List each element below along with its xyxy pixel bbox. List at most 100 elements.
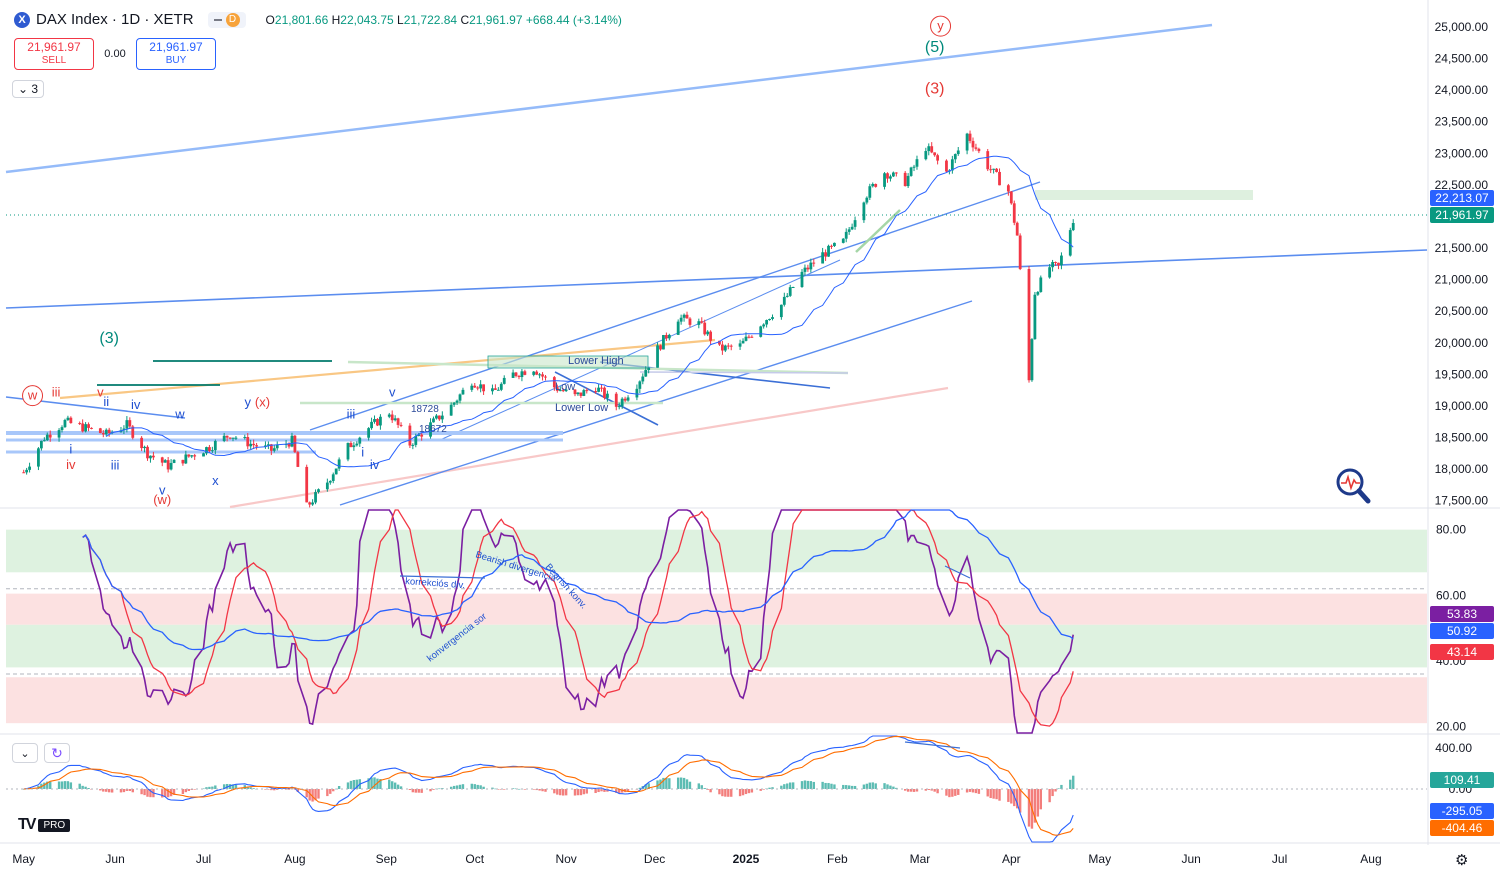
candle-body — [373, 419, 376, 422]
sell-button[interactable]: 21,961.97 SELL — [14, 38, 94, 70]
macd-histogram-bar — [727, 789, 730, 797]
macd-histogram-bar — [868, 782, 872, 789]
x-tick-label: Mar — [910, 852, 931, 866]
gear-icon[interactable]: ⚙ — [1455, 852, 1469, 869]
macd-histogram-bar — [535, 789, 538, 791]
macd-histogram-bar — [46, 781, 49, 789]
channel-top — [309, 181, 1041, 431]
macd-histogram-bar — [1027, 789, 1031, 827]
candle-body — [60, 427, 64, 431]
macd-histogram-bar — [267, 789, 270, 790]
candle-body — [190, 455, 194, 457]
macd-histogram-bar — [503, 789, 506, 790]
candle-body — [830, 245, 833, 247]
wave-label-circle — [930, 15, 952, 37]
candle-body — [535, 371, 539, 375]
candle-body — [493, 388, 497, 390]
tradingview-logo: TV PRO — [18, 816, 71, 834]
candle-body — [517, 376, 521, 378]
divergence-line — [399, 575, 486, 579]
x-tick-label: Jun — [1181, 852, 1200, 866]
macd-histogram-bar — [668, 778, 671, 789]
candle-body — [992, 168, 996, 170]
candle-body — [886, 173, 889, 179]
macd-histogram-bar — [193, 789, 196, 790]
macd-histogram-bar — [211, 786, 214, 789]
wave-label: v — [159, 482, 166, 497]
green-segment — [855, 209, 901, 253]
candle-body — [974, 147, 978, 149]
candle-body — [626, 397, 630, 401]
y-tick-label: 20,500.00 — [1435, 304, 1489, 318]
macd-histogram-bar — [231, 784, 235, 789]
dividend-chip[interactable]: D — [207, 11, 246, 28]
pro-badge: PRO — [38, 818, 71, 832]
macd-histogram-bar — [181, 789, 185, 795]
candle-body — [166, 460, 170, 470]
candle-body — [564, 389, 568, 392]
macd-histogram-bar — [252, 788, 255, 789]
sell-label: SELL — [41, 55, 67, 66]
candle-body — [128, 420, 132, 427]
signal-value-tag-bg — [1430, 820, 1494, 836]
macd-histogram-bar — [576, 789, 580, 796]
wave-label: (3) — [99, 330, 119, 347]
macd-histogram-bar — [69, 782, 73, 789]
macd-histogram-bar — [184, 789, 188, 793]
macd-histogram-bar — [523, 789, 527, 790]
macd-histogram-bar — [553, 789, 556, 794]
macd-histogram-bar — [662, 777, 665, 789]
macd-histogram-bar — [948, 789, 951, 798]
candle-body — [417, 434, 421, 436]
candle-body — [741, 340, 745, 344]
open-value: 21,801.66 — [274, 12, 329, 27]
candle-body — [411, 444, 415, 446]
candle-body — [788, 287, 792, 296]
candle-body — [862, 202, 866, 221]
macd-histogram-bar — [824, 782, 827, 789]
candle-body — [1009, 191, 1013, 204]
candle-body — [452, 402, 456, 405]
macd-histogram-bar — [871, 782, 874, 789]
mid-zone — [6, 624, 1427, 668]
indicators-collapse-button[interactable]: ⌄ 3 — [12, 80, 45, 98]
zoom-icon[interactable] — [1335, 467, 1371, 505]
macd-histogram-bar — [326, 789, 329, 797]
macd-histogram-bar — [768, 787, 771, 789]
macd-histogram-bar — [544, 789, 547, 792]
macd-histogram-bar — [933, 789, 936, 792]
macd-histogram-bar — [744, 789, 748, 795]
macd-histogram-bar — [391, 781, 394, 789]
chart-annotation: Lower Low — [555, 402, 608, 414]
low-label: L — [397, 12, 404, 27]
candle-body — [429, 422, 432, 437]
collapse-pane-button[interactable]: ⌄ — [12, 743, 38, 763]
wave-label: y — [244, 395, 251, 410]
symbol-title[interactable]: DAX Index · 1D · XETR — [36, 11, 194, 28]
macd-histogram-bar — [329, 789, 332, 794]
macd-histogram-bar — [977, 789, 981, 794]
buy-button[interactable]: 21,961.97 BUY — [136, 38, 216, 70]
candle-body — [367, 428, 371, 438]
candle-body — [785, 295, 789, 297]
candle-body — [662, 335, 665, 350]
macd-histogram-bar — [84, 786, 87, 789]
candle-body — [125, 420, 129, 429]
refresh-button[interactable]: ↻ — [44, 743, 70, 763]
macd-histogram-bar — [995, 789, 998, 800]
macd-histogram-bar — [718, 789, 721, 795]
macd-histogram-bar — [827, 783, 830, 789]
macd-histogram-bar — [1072, 775, 1075, 789]
candle-body — [496, 389, 500, 391]
candle-body — [311, 502, 315, 505]
indicator-zones — [6, 529, 1427, 724]
candle-body — [555, 387, 559, 391]
macd-histogram-bar — [883, 783, 886, 789]
close-value: 21,961.97 — [469, 12, 523, 27]
candle-body — [352, 445, 356, 448]
macd-histogram-bar — [234, 784, 238, 789]
y-tick-label: 19,500.00 — [1435, 367, 1489, 381]
wave-label: w — [27, 388, 38, 403]
candle-body — [930, 146, 934, 153]
